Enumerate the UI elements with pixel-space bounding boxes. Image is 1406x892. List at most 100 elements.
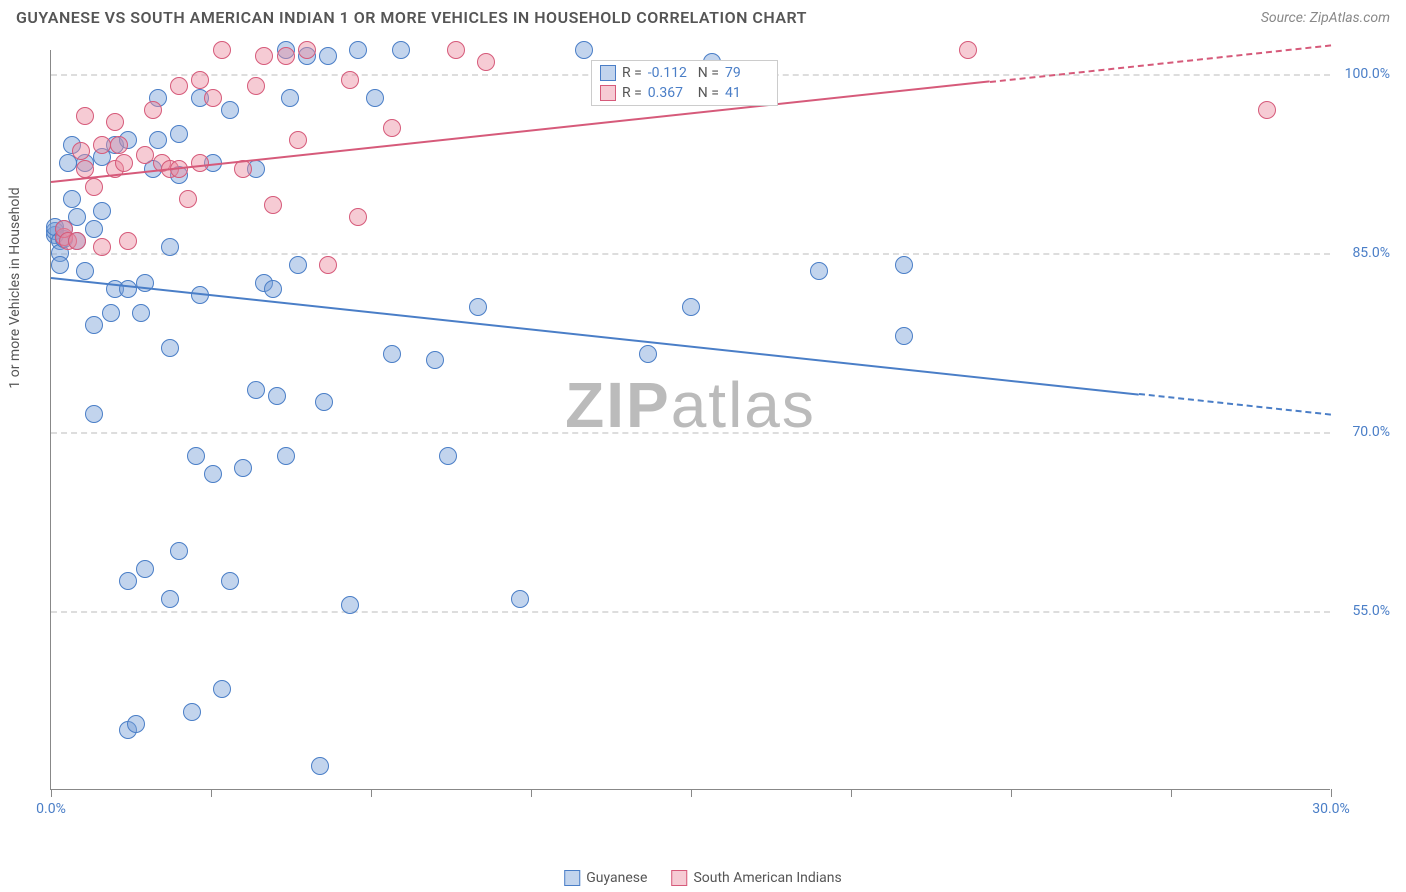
stat-r-label: R =	[622, 65, 642, 81]
x-tick	[1331, 789, 1332, 797]
scatter-point	[1258, 101, 1276, 119]
scatter-point	[187, 447, 205, 465]
scatter-point	[68, 232, 86, 250]
plot-area: ZIPatlas 55.0%70.0%85.0%100.0%0.0%30.0%R…	[50, 50, 1330, 790]
y-tick-label: 55.0%	[1352, 603, 1390, 619]
stats-box: R = -0.112N = 79R = 0.367N = 41	[591, 60, 778, 106]
scatter-point	[136, 146, 154, 164]
scatter-point	[179, 190, 197, 208]
legend-item-sai: South American Indians	[671, 870, 841, 886]
scatter-point	[149, 131, 167, 149]
scatter-point	[106, 113, 124, 131]
watermark-atlas: atlas	[671, 369, 816, 441]
scatter-point	[255, 47, 273, 65]
scatter-point	[447, 41, 465, 59]
scatter-point	[170, 125, 188, 143]
legend: Guyanese South American Indians	[564, 870, 842, 886]
chart-container: 1 or more Vehicles in Household ZIPatlas…	[50, 50, 1390, 832]
stat-n-label: N =	[698, 65, 719, 81]
x-tick	[1171, 789, 1172, 797]
scatter-point	[221, 101, 239, 119]
scatter-point	[170, 542, 188, 560]
x-tick-label: 30.0%	[1312, 801, 1350, 817]
scatter-point	[72, 142, 90, 160]
scatter-point	[311, 757, 329, 775]
scatter-point	[341, 71, 359, 89]
scatter-point	[234, 459, 252, 477]
legend-item-guyanese: Guyanese	[564, 870, 647, 886]
scatter-point	[511, 590, 529, 608]
scatter-point	[85, 405, 103, 423]
x-tick	[851, 789, 852, 797]
scatter-point	[119, 232, 137, 250]
scatter-point	[477, 53, 495, 71]
scatter-point	[247, 381, 265, 399]
scatter-point	[102, 304, 120, 322]
scatter-point	[144, 101, 162, 119]
scatter-point	[136, 560, 154, 578]
scatter-point	[93, 202, 111, 220]
stat-n-value: 79	[725, 65, 769, 81]
scatter-point	[170, 77, 188, 95]
y-tick-label: 85.0%	[1352, 245, 1390, 261]
scatter-point	[319, 47, 337, 65]
y-tick-label: 70.0%	[1352, 424, 1390, 440]
stat-r-value: 0.367	[648, 85, 692, 101]
scatter-point	[93, 136, 111, 154]
scatter-point	[85, 220, 103, 238]
scatter-point	[281, 89, 299, 107]
x-tick-label: 0.0%	[36, 801, 66, 817]
scatter-point	[298, 41, 316, 59]
stats-row: R = 0.367N = 41	[600, 83, 769, 103]
scatter-point	[319, 256, 337, 274]
scatter-point	[268, 387, 286, 405]
scatter-point	[682, 298, 700, 316]
scatter-point	[277, 447, 295, 465]
scatter-point	[191, 71, 209, 89]
legend-label: South American Indians	[693, 870, 841, 886]
x-tick	[51, 789, 52, 797]
scatter-point	[76, 262, 94, 280]
scatter-point	[85, 316, 103, 334]
trend-line	[51, 277, 1139, 396]
scatter-point	[127, 715, 145, 733]
scatter-point	[349, 208, 367, 226]
scatter-point	[119, 280, 137, 298]
scatter-point	[895, 256, 913, 274]
scatter-point	[76, 107, 94, 125]
gridline	[51, 253, 1330, 255]
chart-source: Source: ZipAtlas.com	[1261, 10, 1390, 26]
watermark: ZIPatlas	[565, 368, 816, 442]
stats-swatch	[600, 65, 616, 81]
trend-line	[990, 44, 1332, 83]
scatter-point	[315, 393, 333, 411]
scatter-point	[110, 136, 128, 154]
watermark-zip: ZIP	[565, 369, 671, 441]
x-tick	[371, 789, 372, 797]
legend-label: Guyanese	[586, 870, 647, 886]
trend-line	[1139, 393, 1331, 416]
scatter-point	[221, 572, 239, 590]
stats-swatch	[600, 85, 616, 101]
y-axis-label: 1 or more Vehicles in Household	[7, 187, 23, 388]
scatter-point	[264, 196, 282, 214]
scatter-point	[349, 41, 367, 59]
y-tick-label: 100.0%	[1345, 66, 1390, 82]
scatter-point	[161, 339, 179, 357]
scatter-point	[85, 178, 103, 196]
gridline	[51, 611, 1330, 613]
scatter-point	[439, 447, 457, 465]
scatter-point	[183, 703, 201, 721]
scatter-point	[213, 41, 231, 59]
scatter-point	[366, 89, 384, 107]
stat-r-label: R =	[622, 85, 642, 101]
stat-n-value: 41	[725, 85, 769, 101]
scatter-point	[289, 131, 307, 149]
scatter-point	[161, 590, 179, 608]
scatter-point	[392, 41, 410, 59]
gridline	[51, 432, 1330, 434]
scatter-point	[93, 238, 111, 256]
scatter-point	[161, 238, 179, 256]
scatter-point	[426, 351, 444, 369]
scatter-point	[383, 345, 401, 363]
